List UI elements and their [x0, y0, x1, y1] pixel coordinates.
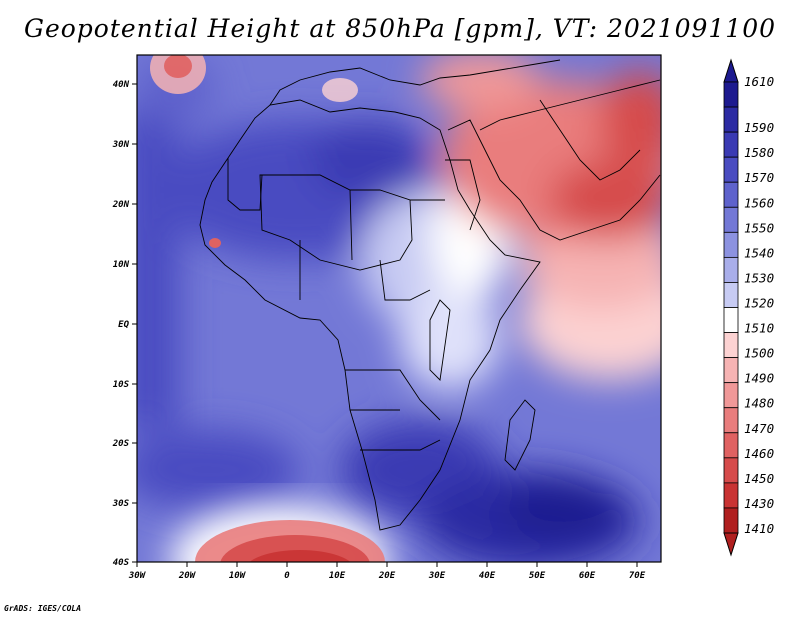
lat-label: 10N [113, 260, 130, 270]
colorbar-swatch [723, 482, 739, 509]
colorbar-swatch [723, 282, 739, 308]
colorbar-swatch [723, 432, 739, 459]
colorbar-label: 1540 [744, 245, 774, 260]
colorbar-label: 1470 [744, 421, 774, 436]
colorbar-label: 1550 [744, 220, 774, 235]
map-title: Geopotential Height at 850hPa [gpm], VT:… [23, 14, 777, 43]
map-frame [136, 54, 662, 563]
colorbar-swatch [723, 181, 739, 208]
colorbar-label: 1520 [744, 296, 774, 311]
colorbar-label: 1510 [744, 321, 774, 336]
lon-label: 50E [529, 571, 546, 581]
lat-label: 40N [113, 80, 130, 90]
colorbar-label: 1570 [744, 170, 774, 185]
coastlines [199, 59, 661, 531]
colorbar-label: 1450 [744, 471, 774, 486]
lon-label: 20W [178, 571, 197, 581]
colorbar-label: 1580 [744, 145, 774, 160]
credit-text: GrADS: IGES/COLA [4, 604, 82, 613]
colorbar: 1610 1590 1580 1570 1560 1550 1540 1530 1520 1510… [723, 58, 774, 557]
lat-label: 20S [112, 439, 130, 449]
lon-label: 30W [128, 571, 147, 581]
colorbar-swatch [723, 357, 739, 384]
lon-label: 0 [284, 571, 290, 581]
lon-tick-labels: 30W 20W 10W 0 10E 20E 30E 40E 50E 60E 70… [128, 571, 646, 581]
colorbar-swatch [723, 256, 739, 283]
colorbar-top-arrow [723, 58, 739, 83]
colorbar-swatch [723, 131, 739, 158]
colorbar-swatch [723, 307, 739, 333]
colorbar-swatch [723, 382, 739, 409]
colorbar-label: 1590 [744, 120, 774, 135]
colorbar-swatch [723, 231, 739, 258]
lat-label: 40S [113, 558, 130, 568]
colorbar-label: 1500 [744, 346, 774, 361]
lon-label: 20E [378, 571, 396, 581]
colorbar-label: 1610 [744, 74, 774, 89]
lat-tick-labels: 40N 30N 20N 10N EQ 10S 20S 30S 40S [112, 80, 130, 568]
colorbar-swatch [723, 81, 739, 108]
colorbar-swatch [723, 206, 739, 233]
colorbar-label: 1430 [744, 496, 774, 511]
lat-label: 30S [112, 499, 130, 509]
colorbar-swatch [723, 156, 739, 183]
colorbar-label: 1480 [744, 396, 774, 411]
lon-label: 40E [479, 571, 496, 581]
colorbar-swatch [723, 457, 739, 484]
colorbar-label: 1460 [744, 446, 774, 461]
colorbar-swatch [723, 507, 739, 534]
colorbar-swatch [723, 106, 739, 133]
lat-label: 20N [112, 200, 130, 210]
colorbar-label: 1530 [744, 270, 774, 285]
lon-label: 10E [329, 571, 346, 581]
colorbar-label: 1410 [744, 521, 774, 536]
lon-label: 60E [579, 571, 596, 581]
lat-label: 10S [113, 380, 130, 390]
lon-label: 10W [229, 571, 247, 581]
lon-label: 70E [629, 571, 646, 581]
lat-label: 30N [112, 140, 130, 150]
lat-label: EQ [118, 320, 129, 330]
colorbar-label: 1490 [744, 371, 774, 386]
height-field [137, 55, 661, 562]
axis-ticks [132, 83, 638, 567]
colorbar-label: 1560 [744, 195, 774, 210]
colorbar-swatch [723, 332, 739, 359]
lon-label: 30E [428, 571, 446, 581]
colorbar-swatch [723, 407, 739, 434]
colorbar-bottom-arrow [723, 532, 739, 557]
